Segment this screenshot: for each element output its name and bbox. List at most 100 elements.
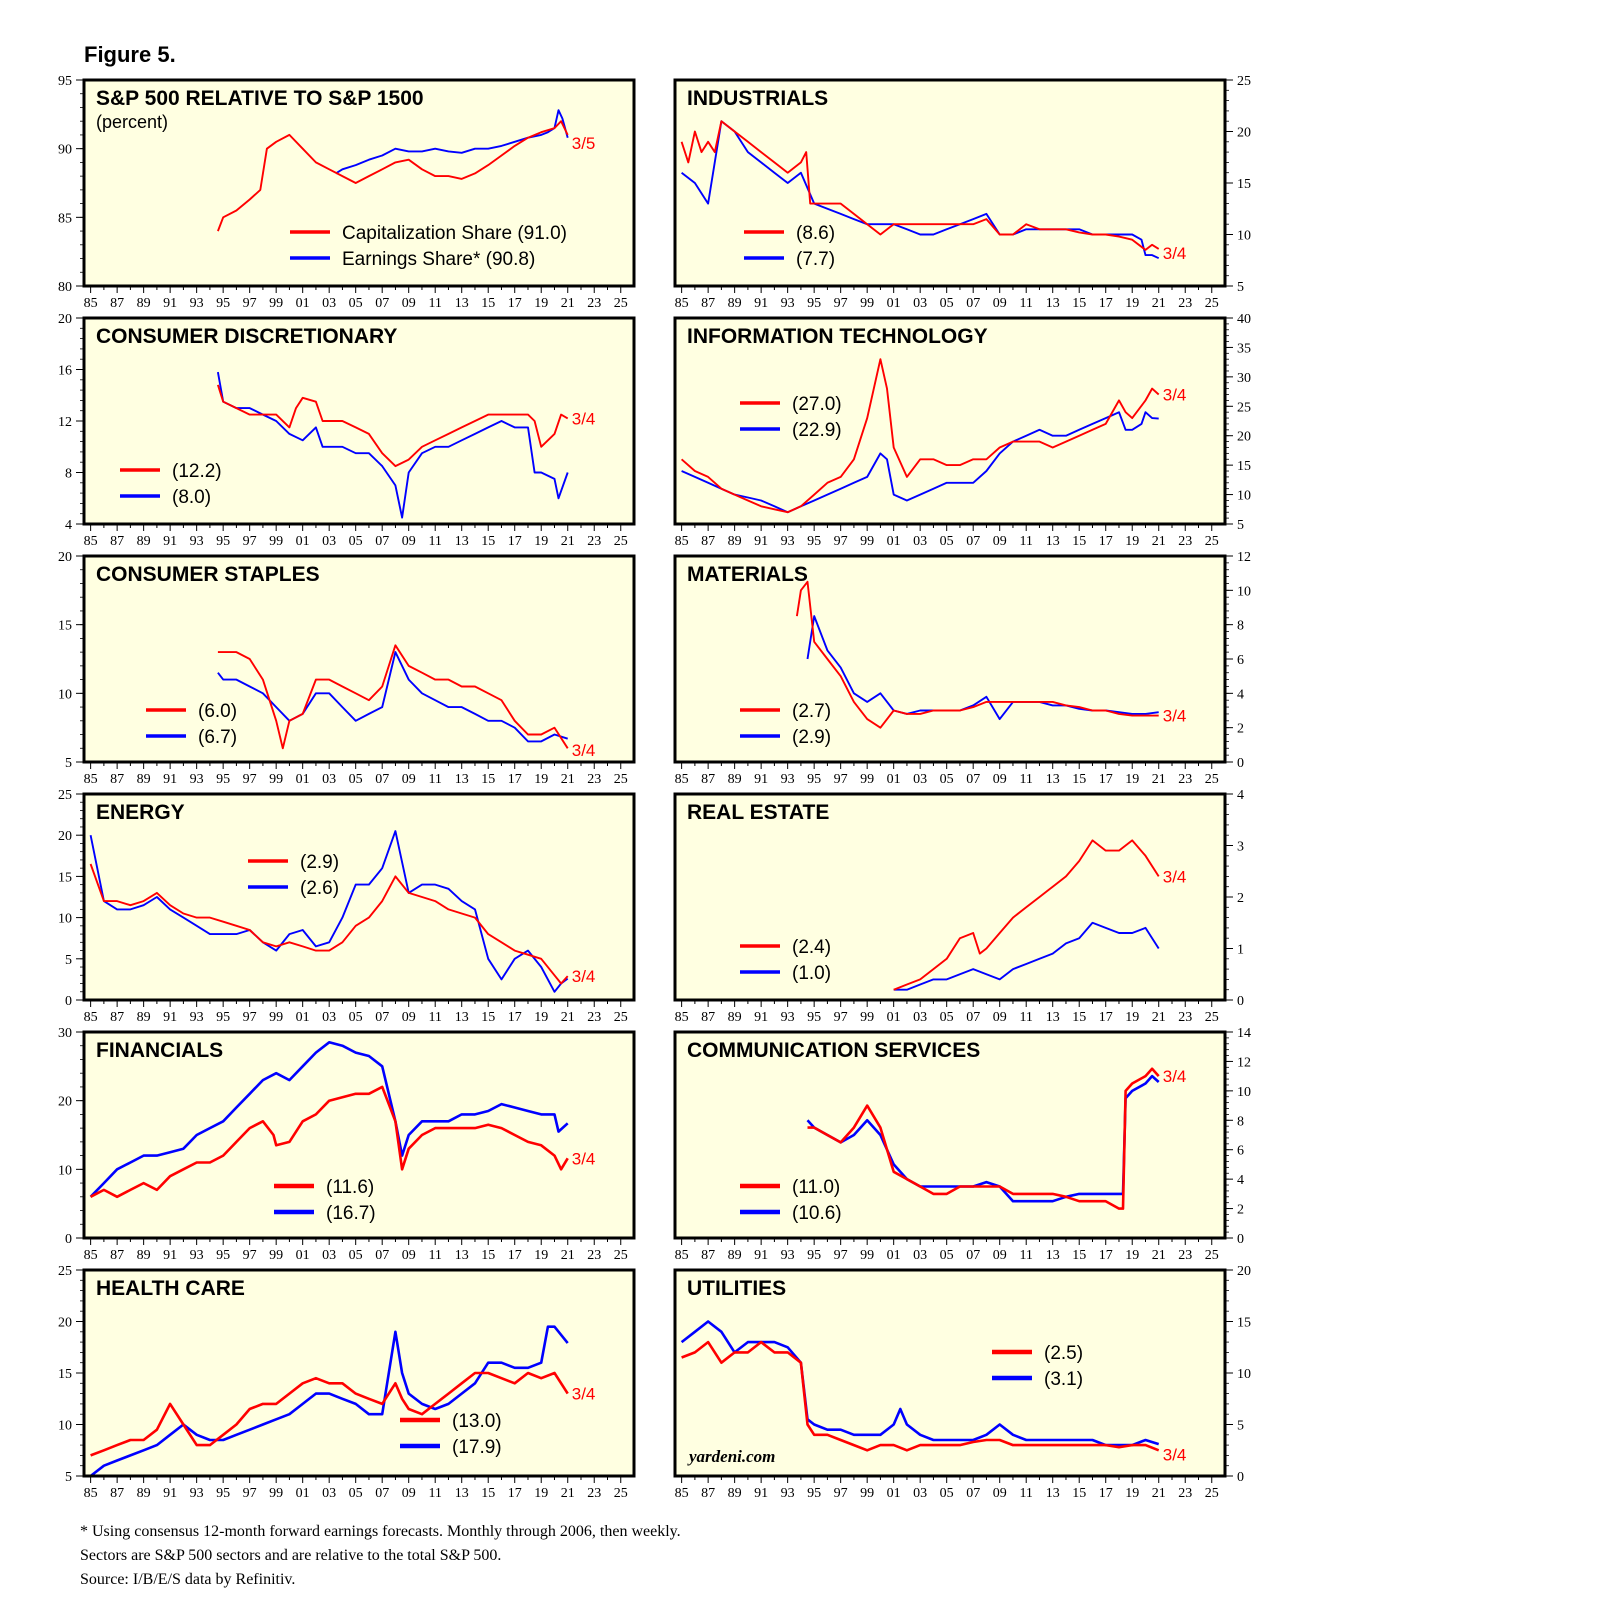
x-tick-label: 19	[534, 1486, 548, 1501]
x-tick-label: 05	[940, 296, 954, 311]
x-tick-label: 17	[1099, 1486, 1113, 1501]
x-tick-label: 15	[1072, 772, 1086, 787]
earnings-share-line	[216, 371, 569, 519]
x-tick-label: 97	[834, 534, 848, 549]
x-tick-label: 89	[137, 534, 151, 549]
x-tick-label: 21	[1152, 1010, 1166, 1025]
x-tick-label: 11	[1019, 1486, 1032, 1501]
x-tick-label: 17	[1099, 296, 1113, 311]
x-tick-label: 93	[190, 1010, 204, 1025]
legend-label-cap: (2.9)	[300, 852, 339, 873]
x-tick-label: 01	[887, 772, 901, 787]
x-axis: 85 87 89 91 93 95 97 99 01 03 05 07 09 11 13 15 17 19 21 23…	[84, 762, 628, 787]
legend: (13.0) (17.9)	[400, 1411, 502, 1458]
x-axis: 85 87 89 91 93 95 97 99 01 03 05 07 09 11 13 15 17 19 21 23…	[675, 1476, 1219, 1501]
x-tick-label: 17	[508, 1010, 522, 1025]
x-tick-label: 19	[534, 296, 548, 311]
x-tick-label: 23	[587, 1248, 601, 1263]
panel-frame	[673, 1030, 1227, 1240]
x-tick-label: 19	[534, 1248, 548, 1263]
x-tick-label: 87	[110, 1486, 124, 1501]
x-tick-label: 85	[675, 534, 689, 549]
panel-title: CONSUMER STAPLES	[96, 563, 320, 586]
panel-title: HEALTH CARE	[96, 1277, 245, 1300]
panel-title: INDUSTRIALS	[687, 87, 828, 110]
x-tick-label: 05	[349, 772, 363, 787]
end-date-label: 3/4	[1163, 1067, 1187, 1086]
x-tick-label: 97	[243, 1248, 257, 1263]
panel-title: COMMUNICATION SERVICES	[687, 1039, 980, 1062]
x-tick-label: 91	[754, 1248, 768, 1263]
panel-frame	[82, 1030, 636, 1240]
end-date-label: 3/4	[572, 409, 596, 428]
x-tick-label: 85	[84, 534, 98, 549]
x-tick-label: 13	[1046, 1486, 1060, 1501]
x-tick-label: 17	[508, 772, 522, 787]
x-tick-label: 93	[781, 1486, 795, 1501]
x-tick-label: 87	[110, 1010, 124, 1025]
y-tick-label: 25	[1237, 74, 1251, 89]
legend-label-earnings: (3.1)	[1044, 1369, 1083, 1390]
x-tick-label: 91	[754, 1486, 768, 1501]
y-axis: 0 2 4 6 8 10 12	[1225, 550, 1251, 771]
x-tick-label: 15	[481, 296, 495, 311]
x-tick-label: 89	[728, 1248, 742, 1263]
x-tick-label: 85	[675, 1248, 689, 1263]
x-tick-label: 01	[296, 1010, 310, 1025]
x-tick-label: 09	[402, 1486, 416, 1501]
x-tick-label: 25	[1205, 1010, 1219, 1025]
x-tick-label: 21	[561, 772, 575, 787]
x-tick-label: 03	[913, 1486, 927, 1501]
panel-title: UTILITIES	[687, 1277, 786, 1300]
x-axis: 85 87 89 91 93 95 97 99 01 03 05 07 09 11 13 15 17 19 21 23…	[84, 1238, 628, 1263]
x-axis: 85 87 89 91 93 95 97 99 01 03 05 07 09 11 13 15 17 19 21 23…	[675, 1000, 1219, 1025]
y-tick-label: 16	[58, 364, 72, 379]
cap-share-line	[217, 120, 569, 232]
y-tick-label: 30	[58, 1026, 72, 1041]
y-tick-label: 25	[1237, 400, 1251, 415]
panel-title: ENERGY	[96, 801, 185, 824]
y-tick-label: 12	[1237, 550, 1251, 565]
earnings-share-line	[89, 1325, 569, 1476]
x-tick-label: 23	[587, 296, 601, 311]
x-tick-label: 99	[860, 1010, 874, 1025]
x-tick-label: 89	[137, 1248, 151, 1263]
y-tick-label: 20	[58, 550, 72, 565]
x-tick-label: 91	[163, 1248, 177, 1263]
y-tick-label: 3	[1237, 840, 1244, 855]
x-tick-label: 13	[455, 772, 469, 787]
x-tick-label: 85	[84, 1486, 98, 1501]
x-tick-label: 23	[587, 1486, 601, 1501]
x-tick-label: 03	[913, 1010, 927, 1025]
x-tick-label: 95	[216, 772, 230, 787]
x-tick-label: 13	[1046, 772, 1060, 787]
x-tick-label: 85	[675, 1010, 689, 1025]
x-tick-label: 09	[993, 1248, 1007, 1263]
x-tick-label: 89	[137, 772, 151, 787]
y-tick-label: 5	[1237, 518, 1244, 533]
x-tick-label: 93	[781, 772, 795, 787]
x-tick-label: 97	[834, 772, 848, 787]
y-tick-label: 8	[1237, 619, 1244, 634]
x-tick-label: 01	[887, 1248, 901, 1263]
x-tick-label: 93	[781, 1248, 795, 1263]
x-tick-label: 05	[349, 1486, 363, 1501]
legend-label-cap: (13.0)	[452, 1411, 502, 1432]
footnote-source: Source: I/B/E/S data by Refinitiv.	[80, 1571, 296, 1588]
y-tick-label: 20	[1237, 126, 1251, 141]
legend-label-earnings: (2.6)	[300, 878, 339, 899]
x-tick-label: 11	[1019, 534, 1032, 549]
footnote-earnings: * Using consensus 12-month forward earni…	[80, 1523, 681, 1540]
y-tick-label: 10	[1237, 1085, 1251, 1100]
x-tick-label: 97	[834, 1486, 848, 1501]
panel-background	[675, 1032, 1225, 1238]
legend-label-earnings: (22.9)	[792, 420, 842, 441]
panel-background	[84, 556, 634, 762]
x-tick-label: 25	[614, 772, 628, 787]
chart-panel-5: MATERIALS 85 87 89 91 93 95 97 99 01 03 05 07 09 11 13 1…	[673, 550, 1251, 787]
x-tick-label: 97	[834, 1010, 848, 1025]
y-tick-label: 15	[58, 870, 72, 885]
x-tick-label: 09	[402, 772, 416, 787]
